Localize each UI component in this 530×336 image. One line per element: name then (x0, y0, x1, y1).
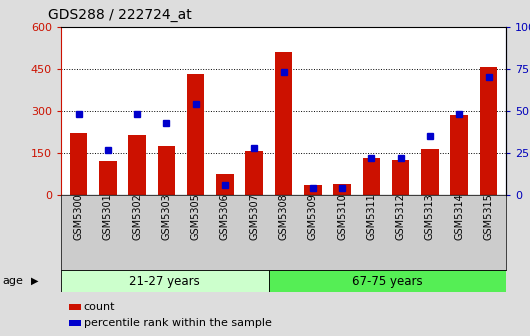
Bar (363, 159, 380, 195)
Bar (187, 75, 205, 195)
Bar (269, 270, 506, 292)
Bar (157, 146, 175, 195)
Text: ▶: ▶ (31, 276, 38, 286)
Text: percentile rank within the sample: percentile rank within the sample (84, 318, 271, 328)
Text: 67-75 years: 67-75 years (352, 275, 423, 288)
Text: GDS288 / 222724_at: GDS288 / 222724_at (48, 8, 191, 23)
Bar (61, 270, 269, 292)
Bar (421, 149, 439, 195)
Bar (275, 52, 293, 195)
Bar (99, 161, 117, 195)
Bar (245, 152, 263, 195)
Bar (128, 135, 146, 195)
Text: count: count (84, 302, 115, 312)
Text: age: age (3, 276, 23, 286)
Bar (392, 160, 410, 195)
Bar (480, 68, 497, 195)
Bar (70, 133, 87, 195)
Bar (450, 115, 468, 195)
Bar (304, 185, 322, 195)
Bar (216, 174, 234, 195)
Bar (333, 184, 351, 195)
Text: 21-27 years: 21-27 years (129, 275, 200, 288)
